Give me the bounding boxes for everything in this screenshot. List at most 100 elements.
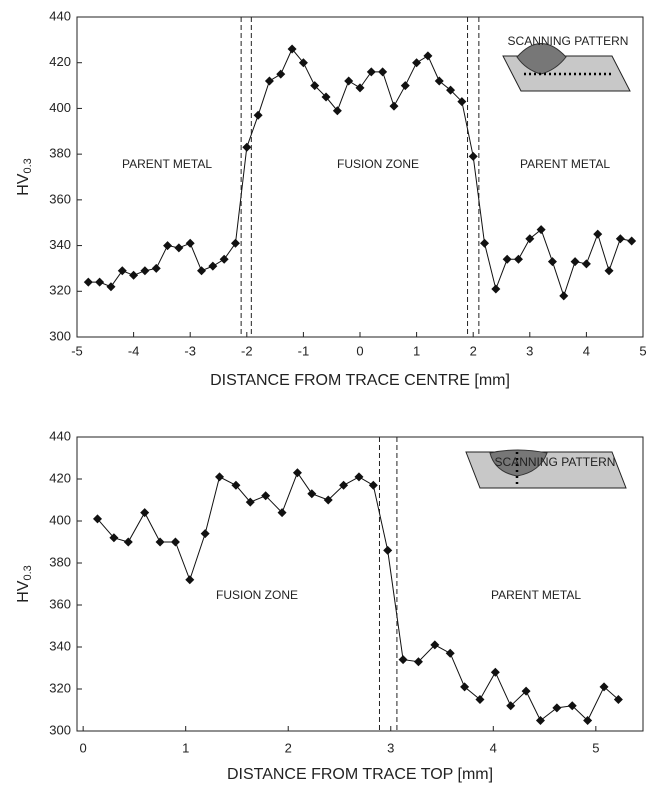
data-point (332, 106, 342, 116)
data-point (378, 67, 388, 77)
data-point (231, 480, 241, 490)
y-tick-label: 440 (49, 428, 71, 443)
data-point (559, 291, 569, 301)
data-point (185, 238, 195, 248)
y-tick-label: 360 (49, 191, 71, 206)
data-point (117, 266, 127, 276)
y-tick-label: 400 (49, 100, 71, 115)
annotation: SCANNING PATTERN (495, 455, 616, 469)
data-point (287, 44, 297, 54)
data-point (535, 716, 545, 725)
data-point (480, 238, 490, 248)
data-point (423, 51, 433, 61)
data-point (613, 695, 623, 704)
data-point (567, 701, 577, 711)
data-point (536, 225, 546, 235)
data-point (354, 472, 364, 482)
data-point (321, 92, 331, 102)
data-point (129, 270, 139, 280)
y-tick-label: 380 (49, 146, 71, 161)
y-tick-label: 320 (49, 680, 71, 695)
x-tick-label: 1 (413, 343, 420, 358)
y-tick-label: 320 (49, 283, 71, 298)
y-axis-label-text: HV (15, 580, 32, 603)
data-point (457, 97, 467, 107)
data-point (123, 537, 133, 547)
data-point (413, 657, 423, 667)
data-point (366, 67, 376, 77)
y-tick-label: 340 (49, 638, 71, 653)
y-axis-label: HV0.3 (15, 158, 34, 196)
data-point (475, 695, 485, 704)
data-point (253, 110, 263, 120)
data-point (502, 254, 512, 264)
data-point (323, 495, 333, 505)
data-point (547, 257, 557, 267)
x-tick-label: -3 (184, 343, 196, 358)
data-point (83, 277, 93, 287)
data-point (389, 101, 399, 111)
data-point (140, 508, 150, 518)
data-point (398, 655, 408, 665)
annotation: PARENT METAL (122, 157, 212, 171)
y-tick-label: 300 (49, 722, 71, 737)
data-point (339, 480, 349, 490)
data-point (581, 259, 591, 269)
annotation: PARENT METAL (520, 157, 610, 171)
data-point (525, 234, 535, 244)
x-tick-label: 4 (583, 343, 590, 358)
data-point (430, 640, 440, 650)
x-tick-label: 2 (285, 740, 292, 755)
data-point (468, 151, 478, 161)
x-axis-label: DISTANCE FROM TRACE TOP [mm] (227, 766, 493, 783)
data-point (219, 254, 229, 264)
data-point (307, 489, 317, 499)
inset-sketch (465, 449, 627, 489)
y-tick-label: 300 (49, 328, 71, 343)
data-point (355, 83, 365, 93)
data-point (491, 284, 501, 294)
data-point (106, 282, 116, 292)
data-point (155, 537, 165, 547)
data-point (245, 497, 255, 507)
y-tick-label: 440 (49, 8, 71, 23)
data-point (583, 716, 593, 725)
data-point (593, 229, 603, 239)
data-point (170, 537, 180, 547)
data-point (95, 277, 105, 287)
y-tick-label: 420 (49, 54, 71, 69)
plot-frame (76, 436, 644, 732)
annotation: FUSION ZONE (216, 588, 298, 602)
annotation: SCANNING PATTERN (508, 34, 629, 48)
data-point (570, 257, 580, 267)
data-point (151, 263, 161, 273)
data-point (599, 682, 609, 692)
x-tick-label: -2 (241, 343, 253, 358)
x-tick-label: 5 (592, 740, 599, 755)
data-point (513, 254, 523, 264)
x-tick-label: 0 (356, 343, 363, 358)
y-tick-label: 360 (49, 596, 71, 611)
x-tick-label: 2 (470, 343, 477, 358)
data-point (277, 508, 287, 518)
subplot: 300 320 340 360 380 400 420 440 0 1 2 3 4 5 DISTANCE F… (15, 428, 644, 783)
data-point (434, 76, 444, 86)
y-tick-label: 400 (49, 512, 71, 527)
data-point (185, 575, 195, 585)
data-point (174, 243, 184, 253)
x-tick-label: -4 (128, 343, 140, 358)
y-tick-label: 340 (49, 237, 71, 252)
data-point (627, 236, 637, 246)
subplot: 300 320 340 360 380 400 420 440 -5 -4 -3 -2 -1 0 1 2 3 4 5… (15, 8, 646, 389)
data-point (163, 241, 173, 251)
x-tick-label: 4 (490, 740, 497, 755)
data-point (298, 58, 308, 68)
data-point (109, 533, 119, 543)
data-point (310, 81, 320, 91)
data-point (446, 85, 456, 95)
y-axis-label-text: HV (15, 173, 32, 196)
data-point (344, 76, 354, 86)
data-point (93, 514, 103, 524)
data-point (412, 58, 422, 68)
x-axis-label: DISTANCE FROM TRACE CENTRE [mm] (210, 372, 510, 389)
